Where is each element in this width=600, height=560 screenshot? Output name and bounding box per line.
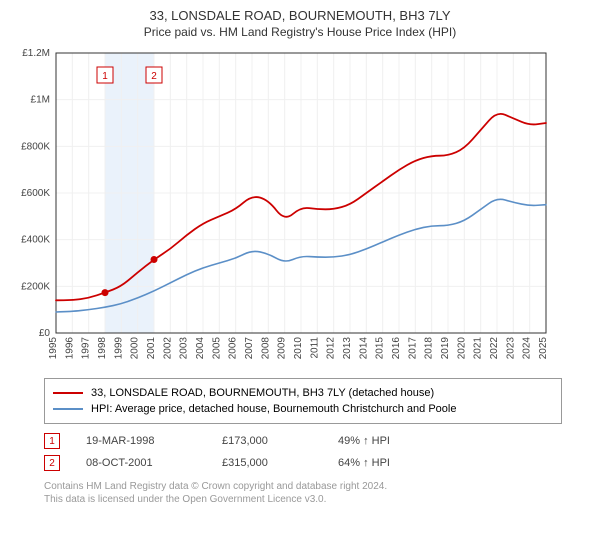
x-tick-label: 2010 xyxy=(293,337,304,360)
x-tick-label: 2013 xyxy=(342,337,353,360)
x-tick-label: 2004 xyxy=(195,337,206,360)
transaction-pct: 49% ↑ HPI xyxy=(338,435,458,447)
transaction-row: 1 19-MAR-1998 £173,000 49% ↑ HPI xyxy=(44,430,588,452)
page-title: 33, LONSDALE ROAD, BOURNEMOUTH, BH3 7LY xyxy=(12,8,588,23)
x-tick-label: 1996 xyxy=(64,337,75,360)
x-tick-label: 2017 xyxy=(407,337,418,360)
legend-swatch xyxy=(53,408,83,410)
transactions-table: 1 19-MAR-1998 £173,000 49% ↑ HPI 2 08-OCT-200… xyxy=(44,430,588,474)
transaction-marker: 1 xyxy=(44,433,60,449)
y-tick-label: £1M xyxy=(31,95,50,106)
y-tick-label: £400K xyxy=(21,235,50,246)
x-tick-label: 2020 xyxy=(456,337,467,360)
x-tick-label: 2023 xyxy=(505,337,516,360)
y-tick-label: £200K xyxy=(21,281,50,292)
x-tick-label: 1997 xyxy=(81,337,92,360)
x-tick-label: 2002 xyxy=(162,337,173,360)
footer-line: This data is licensed under the Open Gov… xyxy=(44,493,588,506)
footer-attribution: Contains HM Land Registry data © Crown c… xyxy=(44,480,588,506)
transaction-row: 2 08-OCT-2001 £315,000 64% ↑ HPI xyxy=(44,452,588,474)
legend-row: 33, LONSDALE ROAD, BOURNEMOUTH, BH3 7LY … xyxy=(53,385,553,401)
y-tick-label: £800K xyxy=(21,141,50,152)
transaction-date: 08-OCT-2001 xyxy=(86,457,196,469)
x-tick-label: 2015 xyxy=(375,337,386,360)
x-tick-label: 2007 xyxy=(244,337,255,360)
x-tick-label: 2014 xyxy=(358,337,369,360)
chart-area: £0£200K£400K£600K£800K£1M£1.2M1995199619… xyxy=(12,45,588,370)
legend-label: HPI: Average price, detached house, Bour… xyxy=(91,403,456,415)
transaction-pct: 64% ↑ HPI xyxy=(338,457,458,469)
x-tick-label: 2024 xyxy=(522,337,533,360)
x-tick-label: 2012 xyxy=(326,337,337,360)
price-marker-number: 1 xyxy=(102,71,108,82)
x-tick-label: 2018 xyxy=(424,337,435,360)
y-tick-label: £600K xyxy=(21,188,50,199)
y-tick-label: £1.2M xyxy=(22,48,50,59)
transaction-marker: 2 xyxy=(44,455,60,471)
price-marker-number: 2 xyxy=(151,71,157,82)
x-tick-label: 2011 xyxy=(309,337,320,359)
page-root: 33, LONSDALE ROAD, BOURNEMOUTH, BH3 7LY … xyxy=(0,0,600,514)
x-tick-label: 2001 xyxy=(146,337,157,360)
price-marker-dot xyxy=(151,256,158,263)
x-tick-label: 2000 xyxy=(130,337,141,360)
transaction-date: 19-MAR-1998 xyxy=(86,435,196,447)
transaction-price: £173,000 xyxy=(222,435,312,447)
price-chart: £0£200K£400K£600K£800K£1M£1.2M1995199619… xyxy=(12,45,552,365)
price-marker-dot xyxy=(102,289,109,296)
x-tick-label: 2021 xyxy=(473,337,484,360)
legend-swatch xyxy=(53,392,83,394)
x-tick-label: 1999 xyxy=(113,337,124,360)
transaction-price: £315,000 xyxy=(222,457,312,469)
x-tick-label: 2009 xyxy=(277,337,288,360)
legend-box: 33, LONSDALE ROAD, BOURNEMOUTH, BH3 7LY … xyxy=(44,378,562,424)
x-tick-label: 2005 xyxy=(211,337,222,360)
legend-label: 33, LONSDALE ROAD, BOURNEMOUTH, BH3 7LY … xyxy=(91,387,434,399)
x-tick-label: 2025 xyxy=(538,337,549,360)
x-tick-label: 2008 xyxy=(260,337,271,360)
legend-row: HPI: Average price, detached house, Bour… xyxy=(53,401,553,417)
footer-line: Contains HM Land Registry data © Crown c… xyxy=(44,480,588,493)
x-tick-label: 2016 xyxy=(391,337,402,360)
x-tick-label: 2006 xyxy=(228,337,239,360)
x-tick-label: 1995 xyxy=(48,337,59,360)
page-subtitle: Price paid vs. HM Land Registry's House … xyxy=(12,25,588,39)
x-tick-label: 2019 xyxy=(440,337,451,360)
x-tick-label: 2022 xyxy=(489,337,500,360)
x-tick-label: 2003 xyxy=(179,337,190,360)
x-tick-label: 1998 xyxy=(97,337,108,360)
